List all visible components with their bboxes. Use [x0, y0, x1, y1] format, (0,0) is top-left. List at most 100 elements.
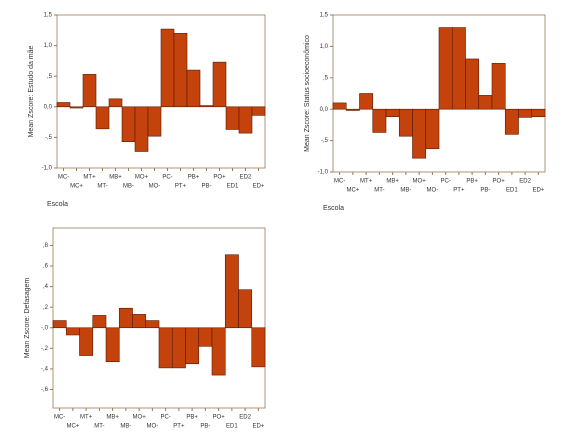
x-tick-label: PB-: [201, 184, 211, 190]
x-tick-label: MB-: [400, 188, 411, 194]
bar: [145, 320, 160, 329]
bar: [79, 327, 94, 356]
x-tick-label: ED1: [226, 424, 238, 430]
y-tick-label: -,0: [41, 325, 49, 331]
y-tick-label: ,8: [43, 243, 49, 249]
x-tick-label: PB-: [200, 424, 210, 430]
bar: [425, 108, 440, 150]
bar: [504, 108, 519, 135]
x-axis-label: Escola: [47, 201, 68, 208]
bar: [160, 28, 175, 108]
y-tick-label: 1,5: [44, 13, 53, 19]
x-tick-label: ED2: [240, 175, 252, 181]
bar: [478, 95, 493, 110]
x-tick-label: MO-: [147, 424, 159, 430]
x-tick-label: PB+: [186, 415, 198, 421]
x-tick-label: PT+: [453, 188, 465, 194]
bar: [412, 108, 427, 159]
x-tick-label: MO+: [135, 175, 149, 181]
bar: [238, 106, 253, 134]
bar: [199, 105, 214, 108]
x-tick-label: PO+: [213, 415, 226, 421]
bar: [118, 307, 133, 329]
y-axis-label: Mean Zscore: Status socioeconômico: [304, 35, 311, 152]
x-tick-label: MB+: [109, 175, 122, 181]
x-tick-label: PB+: [188, 175, 200, 181]
x-tick-label: MC-: [54, 415, 65, 421]
x-tick-label: MB+: [386, 179, 399, 185]
bar: [345, 108, 360, 111]
y-tick-label: -,2: [41, 346, 49, 352]
x-tick-label: MO-: [149, 184, 161, 190]
bar: [251, 106, 266, 116]
bar: [225, 106, 240, 130]
x-tick-label: MT-: [374, 188, 384, 194]
x-tick-label: MC+: [346, 188, 359, 194]
x-tick-label: ED2: [239, 415, 251, 421]
bar: [251, 327, 266, 368]
y-tick-label: 0,0: [320, 107, 329, 113]
y-tick-label: ,6: [43, 264, 49, 270]
x-tick-label: ED+: [253, 184, 265, 190]
y-axis-label: Mean Zscore: Estudo da mãe: [28, 45, 35, 137]
bar: [451, 27, 466, 110]
bar: [173, 33, 188, 108]
bar: [134, 106, 149, 152]
x-tick-label: MT-: [94, 424, 104, 430]
bar: [108, 98, 123, 108]
bar: [465, 58, 480, 110]
x-tick-label: PC-: [160, 415, 170, 421]
x-tick-label: MC+: [66, 424, 79, 430]
x-tick-label: PB-: [480, 188, 490, 194]
y-tick-label: ,2: [43, 305, 49, 311]
x-tick-label: PT+: [173, 424, 185, 430]
x-axis-label: Escola: [323, 205, 344, 212]
bar: [121, 106, 136, 142]
bar: [332, 102, 347, 110]
y-tick-label: -,5: [321, 138, 329, 144]
bar: [518, 108, 533, 118]
y-tick-label: ,5: [47, 74, 53, 80]
x-tick-label: ED1: [506, 188, 518, 194]
bar: [95, 106, 110, 130]
x-tick-label: PC-: [162, 175, 172, 181]
x-tick-label: MO+: [413, 179, 427, 185]
bar: [372, 108, 387, 133]
x-tick-label: MB-: [123, 184, 134, 190]
bar: [224, 254, 239, 329]
bar: [171, 327, 186, 369]
bar: [385, 108, 400, 118]
bar: [105, 327, 120, 363]
x-tick-label: PC-: [440, 179, 450, 185]
x-tick-label: PO+: [493, 179, 506, 185]
bar: [398, 108, 413, 137]
x-tick-label: MC+: [70, 184, 83, 190]
y-tick-label: ,4: [43, 284, 49, 290]
bar: [438, 27, 453, 110]
x-tick-label: MC-: [334, 179, 345, 185]
x-tick-label: MB+: [106, 415, 119, 421]
y-tick-label: 1,0: [320, 44, 329, 50]
y-tick-label: 1,0: [44, 43, 53, 49]
y-tick-label: 1,5: [320, 13, 329, 19]
x-tick-label: ED2: [519, 179, 531, 185]
plot-frame: [56, 14, 266, 169]
y-axis-label: Mean Zscore: Defasagem: [24, 278, 31, 359]
bar: [238, 289, 253, 329]
bar: [147, 106, 162, 137]
x-tick-label: MT+: [83, 175, 96, 181]
bar: [198, 327, 213, 347]
bar: [69, 106, 84, 109]
x-tick-label: ED1: [227, 184, 239, 190]
bar: [65, 327, 80, 336]
bar: [56, 102, 71, 108]
bar: [531, 108, 546, 118]
plot-frame: [332, 14, 546, 173]
y-tick-label: -1,0: [42, 166, 53, 172]
x-tick-label: MC-: [58, 175, 69, 181]
x-tick-label: ED+: [532, 188, 544, 194]
x-tick-label: MT-: [97, 184, 107, 190]
y-tick-label: -,5: [45, 135, 53, 141]
bar: [212, 61, 227, 108]
